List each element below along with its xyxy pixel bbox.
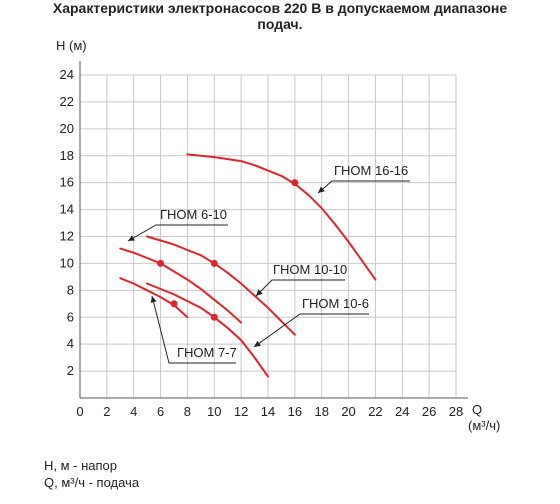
y-tick-label: 6 [67, 309, 74, 324]
annotation-leader [255, 279, 345, 297]
units-legend: H, м - напор Q, м³/ч - подача [44, 457, 139, 491]
x-tick-label: 24 [395, 404, 409, 419]
x-tick-label: 6 [157, 404, 164, 419]
x-tick-label: 18 [314, 404, 328, 419]
x-tick-label: 14 [261, 404, 275, 419]
y-tick-label: 2 [67, 363, 74, 378]
x-tick-label: 8 [184, 404, 191, 419]
y-tick-label: 16 [60, 175, 74, 190]
series-line [146, 235, 296, 336]
annotation-leader [127, 224, 228, 242]
x-tick-label: 10 [207, 404, 221, 419]
x-tick-label: 12 [234, 404, 248, 419]
series-line [146, 282, 269, 378]
annotation-label: ГНОМ 7-7 [177, 345, 237, 360]
y-tick-label: 14 [60, 202, 74, 217]
annotation-leader [253, 313, 369, 348]
x-tick-label: 2 [103, 404, 110, 419]
annotation-arrowhead [318, 186, 325, 193]
annotation-arrowhead [256, 289, 263, 296]
series-marker [210, 259, 218, 267]
x-tick-label: 26 [422, 404, 436, 419]
chart-title-line-2: подач. [257, 16, 303, 32]
y-tick-label: 20 [60, 121, 74, 136]
y-tick-label: 12 [60, 229, 74, 244]
annotation-arrowhead [150, 296, 157, 303]
annotation-leader [151, 295, 236, 364]
x-axis-label: Q [472, 402, 482, 417]
annotation-label: ГНОМ 16-16 [334, 163, 408, 178]
y-tick-label: 24 [60, 67, 74, 82]
series-marker [210, 313, 218, 321]
y-tick-label: 18 [60, 148, 74, 163]
x-tick-label: 20 [341, 404, 355, 419]
annotation-arrowhead [254, 340, 261, 347]
annotation-label: ГНОМ 10-6 [302, 296, 369, 311]
x-tick-label: 28 [449, 404, 463, 419]
x-tick-label: 16 [288, 404, 302, 419]
annotation-label: ГНОМ 6-10 [160, 207, 227, 222]
chart-title-line-1: Характеристики электронасосов 220 В в до… [52, 0, 508, 16]
y-tick-label: 8 [67, 282, 74, 297]
x-axis-unit: (м³/ч) [468, 418, 500, 433]
annotation-label: ГНОМ 10-10 [273, 262, 347, 277]
chart-title: Характеристики электронасосов 220 В в до… [0, 0, 560, 32]
legend-line-head: H, м - напор [44, 458, 118, 473]
annotation-arrowhead [128, 235, 135, 241]
legend-line-flow: Q, м³/ч - подача [44, 475, 140, 490]
x-tick-label: 22 [368, 404, 382, 419]
series-marker [291, 179, 299, 187]
series-marker [157, 259, 165, 267]
x-tick-label: 0 [76, 404, 83, 419]
y-axis-label: H (м) [56, 38, 87, 53]
y-tick-label: 4 [67, 336, 74, 351]
series-marker [170, 300, 178, 308]
y-tick-label: 22 [60, 94, 74, 109]
series-line [119, 277, 189, 319]
y-tick-label: 10 [60, 255, 74, 270]
series-line [119, 247, 243, 324]
x-tick-label: 4 [130, 404, 137, 419]
